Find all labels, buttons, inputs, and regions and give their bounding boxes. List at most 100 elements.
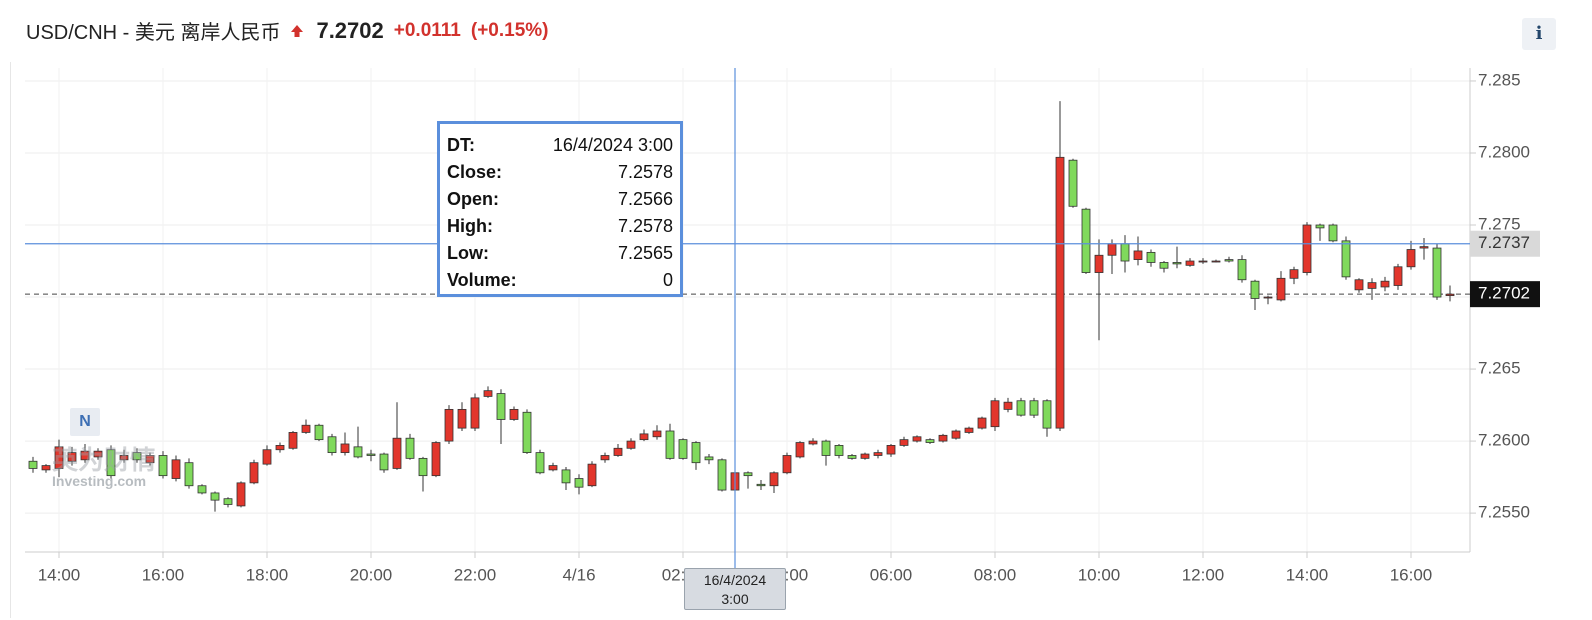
candle-body <box>1315 224 1325 229</box>
candle-body <box>847 455 857 459</box>
candle-body <box>834 445 844 456</box>
candle-body <box>392 437 402 469</box>
candle-body <box>795 442 805 458</box>
candle-body <box>1068 159 1078 207</box>
x-tick-label: 14:00 <box>1286 565 1329 584</box>
candle-body <box>119 455 129 461</box>
x-tick-label: 10:00 <box>1078 565 1121 584</box>
candle-body <box>548 465 558 471</box>
candle-body <box>1224 259 1234 262</box>
y-tick-label: 7.275 <box>1478 214 1521 233</box>
tooltip-row: Low: 7.2565 <box>447 240 673 267</box>
candle-body <box>1003 401 1013 410</box>
candle-body <box>1250 280 1260 299</box>
tooltip-key: DT: <box>447 135 475 155</box>
info-button[interactable]: i <box>1522 18 1556 50</box>
candle-body <box>1393 266 1403 286</box>
candle-body <box>717 459 727 491</box>
candle-body <box>184 462 194 487</box>
candle-body <box>67 452 77 462</box>
x-tick-label: 22:00 <box>454 565 497 584</box>
candle-body <box>1198 260 1208 263</box>
change: +0.0111 <box>393 19 461 41</box>
candle-body <box>977 417 987 429</box>
watermark-en: Investing.com <box>52 473 147 489</box>
header: USD/CNH - 美元 离岸人民币 7.2702 +0.0111 (+0.15… <box>26 16 549 45</box>
candle-body <box>626 440 636 449</box>
candle-body <box>158 455 168 477</box>
candle-body <box>223 498 233 505</box>
candle-body <box>197 485 207 494</box>
candle-body <box>483 390 493 397</box>
candle-body <box>1172 262 1182 265</box>
watermark-cn: 英为财情 <box>52 445 157 475</box>
candle-body <box>756 483 766 487</box>
tooltip-row: Open: 7.2566 <box>447 186 673 213</box>
candle-body <box>1042 400 1052 429</box>
tooltip-key: Low: <box>447 243 489 263</box>
candle-body <box>691 442 701 464</box>
candle-body <box>951 430 961 439</box>
candle-body <box>509 408 519 420</box>
candle-body <box>301 424 311 433</box>
candle-body <box>1185 260 1195 266</box>
candle-body <box>990 400 1000 428</box>
x-tick-label: 4/16 <box>562 565 595 584</box>
candle-body <box>249 462 259 484</box>
candle-body <box>639 433 649 441</box>
crosshair-date-text: 16/4/2024 <box>703 572 767 588</box>
candle-body <box>1445 293 1455 296</box>
candle-body <box>1237 259 1247 281</box>
candle-body <box>1367 282 1377 289</box>
change-percent: (+0.15%) <box>470 19 549 41</box>
up-arrow <box>291 24 304 37</box>
candle-body <box>678 439 688 459</box>
last-price: 7.2702 <box>316 17 384 43</box>
candle-body <box>275 445 285 451</box>
tooltip-value: 7.2566 <box>617 189 673 209</box>
y-tick-label: 7.2550 <box>1478 503 1530 522</box>
candle-body <box>769 472 779 487</box>
candle-body <box>1263 296 1273 299</box>
current-price-box <box>1470 281 1540 308</box>
candle-body <box>665 430 675 459</box>
crosshair-price-box <box>1470 230 1540 257</box>
candle-body <box>1432 247 1442 298</box>
candle-body <box>938 434 948 442</box>
candle-body <box>899 439 909 446</box>
candle-body <box>171 459 181 479</box>
tooltip-key: High: <box>447 216 493 236</box>
candle-body <box>1276 277 1286 301</box>
candle-body <box>873 452 883 456</box>
watermark-badge: N <box>70 408 100 436</box>
candle-body <box>444 408 454 442</box>
candle-body <box>704 456 714 461</box>
x-tick-label: 12:00 <box>1182 565 1225 584</box>
candle-body <box>145 455 155 464</box>
candle-body <box>366 453 376 456</box>
tooltip-value: 16/4/2024 3:00 <box>552 135 673 155</box>
current-price-label: 7.2702 <box>1478 284 1530 303</box>
candle-body <box>288 432 298 449</box>
y-tick-label: 7.265 <box>1478 359 1521 378</box>
candle-body <box>353 446 363 458</box>
candle-body <box>743 472 753 477</box>
y-tick-label: 7.2600 <box>1478 431 1530 450</box>
candle-body <box>41 465 51 471</box>
x-tick-label: 20:00 <box>350 565 393 584</box>
x-tick-label: 08:00 <box>974 565 1017 584</box>
candle-body <box>496 393 506 420</box>
candle-body <box>1341 240 1351 278</box>
candle-body <box>314 424 324 441</box>
candle-body <box>886 445 896 455</box>
candle-body <box>1016 400 1026 416</box>
candle-body <box>327 436 337 454</box>
candle-body <box>1133 250 1143 260</box>
tooltip-row: Volume: 0 <box>447 267 673 294</box>
candle-body <box>860 453 870 459</box>
candle-body <box>431 442 441 477</box>
crosshair-time-text: 3:00 <box>721 591 749 607</box>
candle-body <box>1094 254 1104 273</box>
